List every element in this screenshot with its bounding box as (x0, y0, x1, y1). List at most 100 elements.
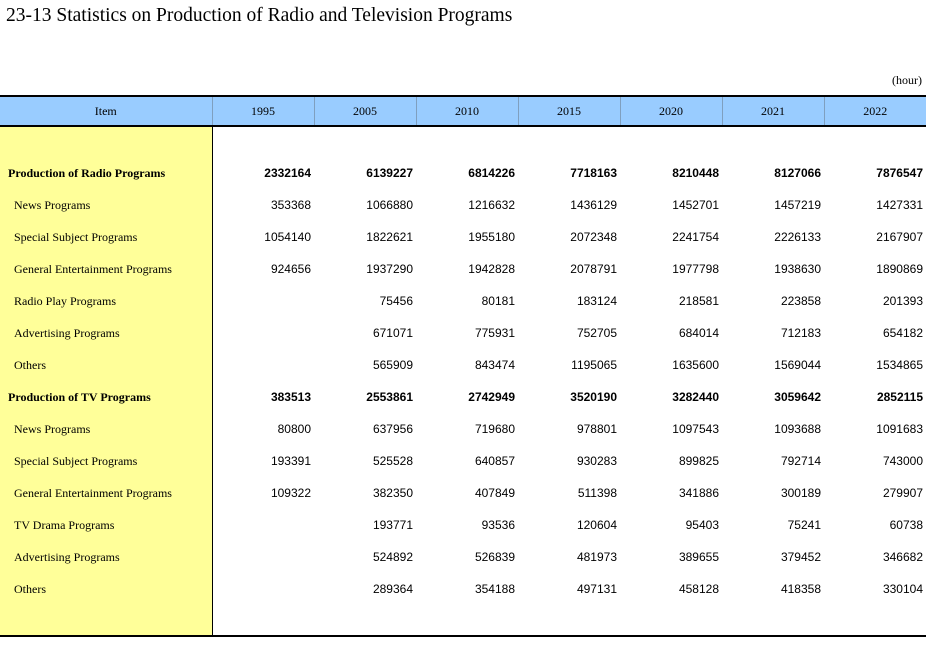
value-cell: 354188 (474, 582, 515, 596)
value-cell: 1216632 (468, 198, 515, 212)
spacer-cell (518, 126, 620, 157)
value-cell: 2742949 (468, 390, 515, 404)
table-row: Others 289364 354188 497131 458128 418358 3301… (0, 573, 926, 605)
row-label: Production of Radio Programs (0, 157, 213, 189)
value-cell: 1937290 (366, 262, 413, 276)
table-row: Radio Play Programs 75456 80181 183124 21858… (0, 285, 926, 317)
value-cell: 346682 (882, 550, 923, 564)
row-label: News Programs (0, 189, 213, 221)
spacer-cell (824, 605, 926, 637)
value-cell: 6814226 (468, 166, 515, 180)
value-cell (212, 285, 314, 317)
value-cell: 524892 (372, 550, 413, 564)
value-cell: 2332164 (264, 166, 311, 180)
row-label: General Entertainment Programs (0, 253, 213, 285)
value-cell: 218581 (678, 294, 719, 308)
value-cell: 353368 (270, 198, 311, 212)
value-cell: 8127066 (774, 166, 821, 180)
value-cell: 3282440 (672, 390, 719, 404)
value-cell (212, 509, 314, 541)
value-cell: 382350 (372, 486, 413, 500)
value-cell: 3059642 (774, 390, 821, 404)
spacer-cell (212, 126, 314, 157)
row-label: Special Subject Programs (0, 445, 213, 477)
column-header-year: 2021 (721, 95, 824, 127)
spacer-cell (824, 126, 926, 157)
value-cell: 1822621 (366, 230, 413, 244)
value-cell: 525528 (372, 454, 413, 468)
value-cell: 712183 (780, 326, 821, 340)
page-title: 23-13 Statistics on Production of Radio … (6, 5, 513, 26)
value-cell: 843474 (474, 358, 515, 372)
spacer-row (0, 605, 926, 637)
value-cell: 383513 (270, 390, 311, 404)
value-cell: 2167907 (876, 230, 923, 244)
value-cell (212, 573, 314, 605)
value-cell: 640857 (474, 454, 515, 468)
value-cell: 1093688 (774, 422, 821, 436)
value-cell: 719680 (474, 422, 515, 436)
table-row: News Programs 80800 637956 719680 978801 1097… (0, 413, 926, 445)
unit-label: (hour) (892, 73, 922, 87)
value-cell: 109322 (270, 486, 311, 500)
spacer-cell (212, 605, 314, 637)
spacer-cell (416, 605, 518, 637)
value-cell: 1066880 (366, 198, 413, 212)
value-cell: 289364 (372, 582, 413, 596)
value-cell: 978801 (576, 422, 617, 436)
row-label: Special Subject Programs (0, 221, 213, 253)
spacer-cell (314, 126, 416, 157)
value-cell: 1452701 (672, 198, 719, 212)
value-cell: 193771 (372, 518, 413, 532)
value-cell: 60738 (889, 518, 923, 532)
column-header-year: 2005 (313, 95, 416, 127)
value-cell: 418358 (780, 582, 821, 596)
value-cell: 2078791 (570, 262, 617, 276)
value-cell: 2241754 (672, 230, 719, 244)
value-cell: 497131 (576, 582, 617, 596)
value-cell: 7718163 (570, 166, 617, 180)
table-row: Production of TV Programs 383513 2553861 27… (0, 381, 926, 413)
value-cell: 1091683 (876, 422, 923, 436)
row-label: Advertising Programs (0, 317, 213, 349)
row-label: TV Drama Programs (0, 509, 213, 541)
value-cell: 637956 (372, 422, 413, 436)
table-row: Advertising Programs 671071 775931 752705 68… (0, 317, 926, 349)
value-cell: 899825 (678, 454, 719, 468)
value-cell: 1955180 (468, 230, 515, 244)
value-cell: 279907 (882, 486, 923, 500)
spacer-cell (0, 605, 213, 637)
value-cell: 1942828 (468, 262, 515, 276)
value-cell (212, 541, 314, 573)
row-label: General Entertainment Programs (0, 477, 213, 509)
value-cell: 1890869 (876, 262, 923, 276)
value-cell: 1635600 (672, 358, 719, 372)
value-cell: 775931 (474, 326, 515, 340)
spacer-cell (416, 126, 518, 157)
value-cell: 341886 (678, 486, 719, 500)
row-label: News Programs (0, 413, 213, 445)
value-cell: 526839 (474, 550, 515, 564)
value-cell: 389655 (678, 550, 719, 564)
value-cell: 201393 (882, 294, 923, 308)
value-cell: 2852115 (876, 390, 923, 404)
value-cell (212, 317, 314, 349)
column-header-year: 1995 (211, 95, 314, 127)
table-row: General Entertainment Programs 924656 1937… (0, 253, 926, 285)
spacer-cell (620, 126, 722, 157)
value-cell: 1195065 (571, 358, 617, 372)
value-cell: 481973 (576, 550, 617, 564)
table-row: Production of Radio Programs 2332164 61392… (0, 157, 926, 189)
table-row: Others 565909 843474 1195065 1635600 1569044 1… (0, 349, 926, 381)
value-cell: 379452 (780, 550, 821, 564)
table-row: General Entertainment Programs 109322 3823… (0, 477, 926, 509)
value-cell: 3520190 (570, 390, 617, 404)
column-header-item: Item (0, 95, 212, 127)
table-row: News Programs 353368 1066880 1216632 1436129… (0, 189, 926, 221)
value-cell: 6139227 (366, 166, 413, 180)
value-cell: 1534865 (876, 358, 923, 372)
value-cell: 924656 (270, 262, 311, 276)
row-label: Others (0, 349, 213, 381)
value-cell: 1977798 (672, 262, 719, 276)
value-cell: 752705 (576, 326, 617, 340)
